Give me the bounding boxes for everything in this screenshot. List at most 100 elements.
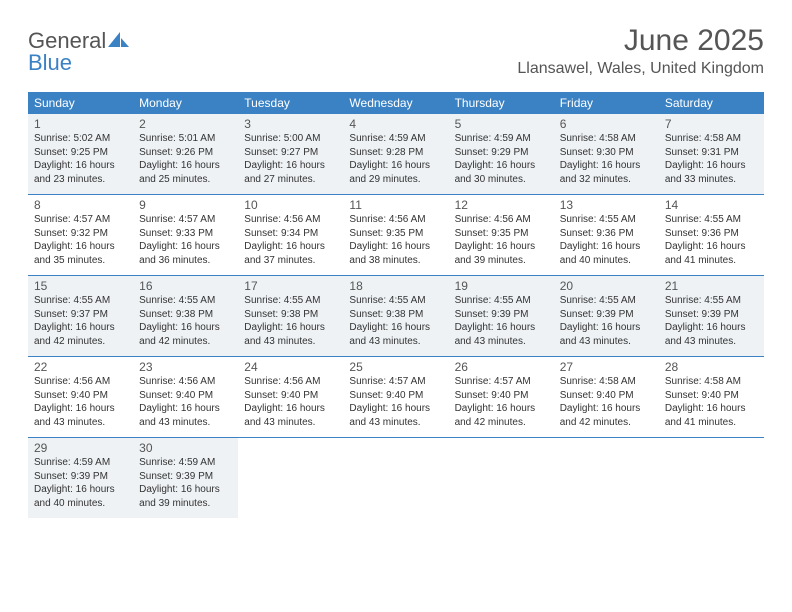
sunrise-text: Sunrise: 4:55 AM xyxy=(349,294,442,308)
day-info: Sunrise: 4:57 AMSunset: 9:40 PMDaylight:… xyxy=(455,375,548,429)
week-row: 15Sunrise: 4:55 AMSunset: 9:37 PMDayligh… xyxy=(28,276,764,357)
day-number: 28 xyxy=(665,360,758,374)
daylight-text: Daylight: 16 hours and 38 minutes. xyxy=(349,240,442,267)
daylight-text: Daylight: 16 hours and 43 minutes. xyxy=(244,321,337,348)
day-number: 12 xyxy=(455,198,548,212)
day-number: 6 xyxy=(560,117,653,131)
daylight-text: Daylight: 16 hours and 33 minutes. xyxy=(665,159,758,186)
sunrise-text: Sunrise: 4:55 AM xyxy=(665,213,758,227)
day-cell: 2Sunrise: 5:01 AMSunset: 9:26 PMDaylight… xyxy=(133,114,238,194)
sunset-text: Sunset: 9:30 PM xyxy=(560,146,653,160)
day-cell: 18Sunrise: 4:55 AMSunset: 9:38 PMDayligh… xyxy=(343,276,448,356)
title-block: June 2025 Llansawel, Wales, United Kingd… xyxy=(517,24,764,78)
sunrise-text: Sunrise: 4:59 AM xyxy=(455,132,548,146)
sunset-text: Sunset: 9:33 PM xyxy=(139,227,232,241)
brand-logo: General Blue xyxy=(28,30,130,75)
day-info: Sunrise: 4:55 AMSunset: 9:38 PMDaylight:… xyxy=(244,294,337,348)
day-cell: 13Sunrise: 4:55 AMSunset: 9:36 PMDayligh… xyxy=(554,195,659,275)
day-number: 20 xyxy=(560,279,653,293)
sunset-text: Sunset: 9:40 PM xyxy=(349,389,442,403)
day-cell: 26Sunrise: 4:57 AMSunset: 9:40 PMDayligh… xyxy=(449,357,554,437)
day-number: 13 xyxy=(560,198,653,212)
day-info: Sunrise: 4:55 AMSunset: 9:39 PMDaylight:… xyxy=(560,294,653,348)
day-info: Sunrise: 4:56 AMSunset: 9:35 PMDaylight:… xyxy=(349,213,442,267)
sunset-text: Sunset: 9:39 PM xyxy=(665,308,758,322)
sunset-text: Sunset: 9:39 PM xyxy=(139,470,232,484)
day-number: 15 xyxy=(34,279,127,293)
day-header: Friday xyxy=(554,92,659,114)
day-cell xyxy=(554,438,659,518)
daylight-text: Daylight: 16 hours and 29 minutes. xyxy=(349,159,442,186)
daylight-text: Daylight: 16 hours and 41 minutes. xyxy=(665,240,758,267)
week-row: 29Sunrise: 4:59 AMSunset: 9:39 PMDayligh… xyxy=(28,438,764,518)
day-header: Sunday xyxy=(28,92,133,114)
sunset-text: Sunset: 9:36 PM xyxy=(665,227,758,241)
day-number: 18 xyxy=(349,279,442,293)
day-number: 11 xyxy=(349,198,442,212)
day-info: Sunrise: 4:57 AMSunset: 9:40 PMDaylight:… xyxy=(349,375,442,429)
daylight-text: Daylight: 16 hours and 43 minutes. xyxy=(34,402,127,429)
daylight-text: Daylight: 16 hours and 42 minutes. xyxy=(455,402,548,429)
sunset-text: Sunset: 9:36 PM xyxy=(560,227,653,241)
daylight-text: Daylight: 16 hours and 43 minutes. xyxy=(455,321,548,348)
day-header-row: Sunday Monday Tuesday Wednesday Thursday… xyxy=(28,92,764,114)
daylight-text: Daylight: 16 hours and 42 minutes. xyxy=(560,402,653,429)
daylight-text: Daylight: 16 hours and 39 minutes. xyxy=(139,483,232,510)
daylight-text: Daylight: 16 hours and 39 minutes. xyxy=(455,240,548,267)
sunset-text: Sunset: 9:25 PM xyxy=(34,146,127,160)
day-cell: 27Sunrise: 4:58 AMSunset: 9:40 PMDayligh… xyxy=(554,357,659,437)
sunrise-text: Sunrise: 4:57 AM xyxy=(455,375,548,389)
day-number: 10 xyxy=(244,198,337,212)
day-number: 21 xyxy=(665,279,758,293)
sunrise-text: Sunrise: 4:55 AM xyxy=(455,294,548,308)
day-info: Sunrise: 4:55 AMSunset: 9:38 PMDaylight:… xyxy=(349,294,442,348)
sunset-text: Sunset: 9:34 PM xyxy=(244,227,337,241)
sunrise-text: Sunrise: 4:55 AM xyxy=(665,294,758,308)
day-number: 1 xyxy=(34,117,127,131)
day-cell: 24Sunrise: 4:56 AMSunset: 9:40 PMDayligh… xyxy=(238,357,343,437)
day-cell xyxy=(343,438,448,518)
day-cell xyxy=(659,438,764,518)
sunset-text: Sunset: 9:38 PM xyxy=(349,308,442,322)
sunset-text: Sunset: 9:40 PM xyxy=(560,389,653,403)
day-cell: 1Sunrise: 5:02 AMSunset: 9:25 PMDaylight… xyxy=(28,114,133,194)
sunset-text: Sunset: 9:40 PM xyxy=(665,389,758,403)
sunrise-text: Sunrise: 4:57 AM xyxy=(139,213,232,227)
day-header: Tuesday xyxy=(238,92,343,114)
daylight-text: Daylight: 16 hours and 40 minutes. xyxy=(560,240,653,267)
sunset-text: Sunset: 9:40 PM xyxy=(139,389,232,403)
daylight-text: Daylight: 16 hours and 27 minutes. xyxy=(244,159,337,186)
sunrise-text: Sunrise: 4:55 AM xyxy=(560,294,653,308)
day-number: 29 xyxy=(34,441,127,455)
day-info: Sunrise: 4:55 AMSunset: 9:39 PMDaylight:… xyxy=(665,294,758,348)
sunset-text: Sunset: 9:38 PM xyxy=(244,308,337,322)
sunrise-text: Sunrise: 5:02 AM xyxy=(34,132,127,146)
sunrise-text: Sunrise: 4:59 AM xyxy=(349,132,442,146)
day-number: 22 xyxy=(34,360,127,374)
day-info: Sunrise: 4:59 AMSunset: 9:29 PMDaylight:… xyxy=(455,132,548,186)
day-cell xyxy=(449,438,554,518)
daylight-text: Daylight: 16 hours and 42 minutes. xyxy=(139,321,232,348)
sunrise-text: Sunrise: 5:01 AM xyxy=(139,132,232,146)
day-number: 7 xyxy=(665,117,758,131)
day-info: Sunrise: 4:59 AMSunset: 9:28 PMDaylight:… xyxy=(349,132,442,186)
day-info: Sunrise: 4:56 AMSunset: 9:40 PMDaylight:… xyxy=(244,375,337,429)
day-cell: 17Sunrise: 4:55 AMSunset: 9:38 PMDayligh… xyxy=(238,276,343,356)
sunrise-text: Sunrise: 4:57 AM xyxy=(34,213,127,227)
sunrise-text: Sunrise: 4:56 AM xyxy=(455,213,548,227)
day-cell: 30Sunrise: 4:59 AMSunset: 9:39 PMDayligh… xyxy=(133,438,238,518)
day-cell: 14Sunrise: 4:55 AMSunset: 9:36 PMDayligh… xyxy=(659,195,764,275)
sunrise-text: Sunrise: 4:59 AM xyxy=(139,456,232,470)
daylight-text: Daylight: 16 hours and 43 minutes. xyxy=(244,402,337,429)
weeks-container: 1Sunrise: 5:02 AMSunset: 9:25 PM Daylight… xyxy=(28,114,764,518)
day-info: Sunrise: 4:57 AMSunset: 9:32 PMDaylight:… xyxy=(34,213,127,267)
sunrise-text: Sunrise: 4:55 AM xyxy=(244,294,337,308)
location-label: Llansawel, Wales, United Kingdom xyxy=(517,60,764,78)
sunset-text: Sunset: 9:38 PM xyxy=(139,308,232,322)
day-info: Sunrise: 4:59 AMSunset: 9:39 PMDaylight:… xyxy=(34,456,127,510)
sunset-text: Sunset: 9:26 PM xyxy=(139,146,232,160)
sunrise-text: Sunrise: 4:55 AM xyxy=(34,294,127,308)
daylight-text: Daylight: 16 hours and 43 minutes. xyxy=(349,321,442,348)
day-cell: 3Sunrise: 5:00 AMSunset: 9:27 PMDaylight… xyxy=(238,114,343,194)
day-cell xyxy=(238,438,343,518)
